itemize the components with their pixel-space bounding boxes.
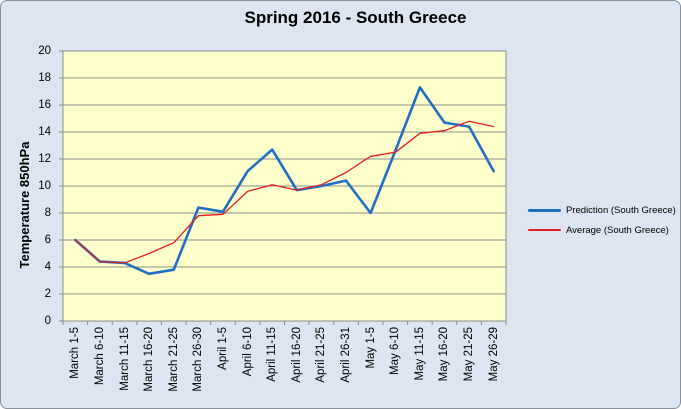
- x-tick-label: May 16-20: [438, 327, 451, 382]
- x-tick-label: April 21-25: [315, 327, 328, 383]
- x-tick-label: March 1-5: [69, 327, 82, 379]
- chart-title: Spring 2016 - South Greece: [244, 8, 467, 27]
- y-tick-label: 18: [38, 72, 51, 84]
- y-tick-label: 20: [38, 45, 51, 57]
- legend: Prediction (South Greece) Average (South…: [528, 203, 676, 243]
- y-tick-label: 0: [44, 315, 51, 327]
- x-tick-label: May 11-15: [413, 327, 426, 381]
- prediction-legend-line-swatch: [528, 208, 561, 212]
- x-tick-label: April 16-20: [290, 327, 303, 383]
- x-tick-label: April 1-5: [216, 327, 229, 370]
- x-tick-label: May 1-5: [364, 327, 377, 369]
- x-tick-label: May 21-25: [463, 327, 476, 382]
- average-legend-line-swatch: [528, 229, 561, 231]
- y-tick-label: 8: [44, 207, 51, 219]
- x-tick-label: May 26-29: [487, 327, 500, 382]
- y-tick-label: 2: [44, 288, 51, 300]
- x-tick-label: March 16-20: [143, 327, 156, 392]
- average-line: [74, 120, 495, 264]
- x-tick-label: March 21-25: [167, 327, 180, 392]
- legend-item-prediction: Prediction (South Greece): [528, 203, 676, 217]
- y-tick-label: 10: [38, 180, 51, 192]
- y-tick-label: 6: [44, 234, 51, 246]
- y-tick-label: 4: [44, 261, 51, 273]
- average-legend-label: Average (South Greece): [566, 224, 669, 236]
- legend-item-average: Average (South Greece): [528, 223, 676, 237]
- x-tick-label: April 26-31: [340, 327, 353, 383]
- x-tick-label: March 26-30: [192, 327, 205, 392]
- x-tick-label: April 11-15: [266, 327, 279, 382]
- x-tick-label: March 6-10: [93, 327, 106, 386]
- y-tick-label: 16: [38, 99, 51, 111]
- prediction-legend-label: Prediction (South Greece): [566, 204, 676, 216]
- y-tick-label: 12: [38, 153, 51, 165]
- x-tick-label: May 6-10: [389, 327, 402, 375]
- x-tick-label: March 11-15: [118, 327, 131, 391]
- prediction-line: [74, 86, 496, 276]
- y-tick-label: 14: [38, 126, 51, 138]
- x-tick-label: April 6-10: [241, 327, 254, 377]
